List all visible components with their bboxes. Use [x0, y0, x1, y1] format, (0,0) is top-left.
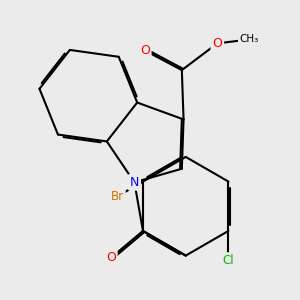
- Text: Br: Br: [111, 190, 124, 203]
- Text: O: O: [106, 251, 116, 264]
- Text: CH₃: CH₃: [239, 34, 259, 44]
- Text: N: N: [130, 176, 139, 189]
- Text: O: O: [212, 37, 222, 50]
- Text: Cl: Cl: [223, 254, 234, 267]
- Text: O: O: [140, 44, 150, 57]
